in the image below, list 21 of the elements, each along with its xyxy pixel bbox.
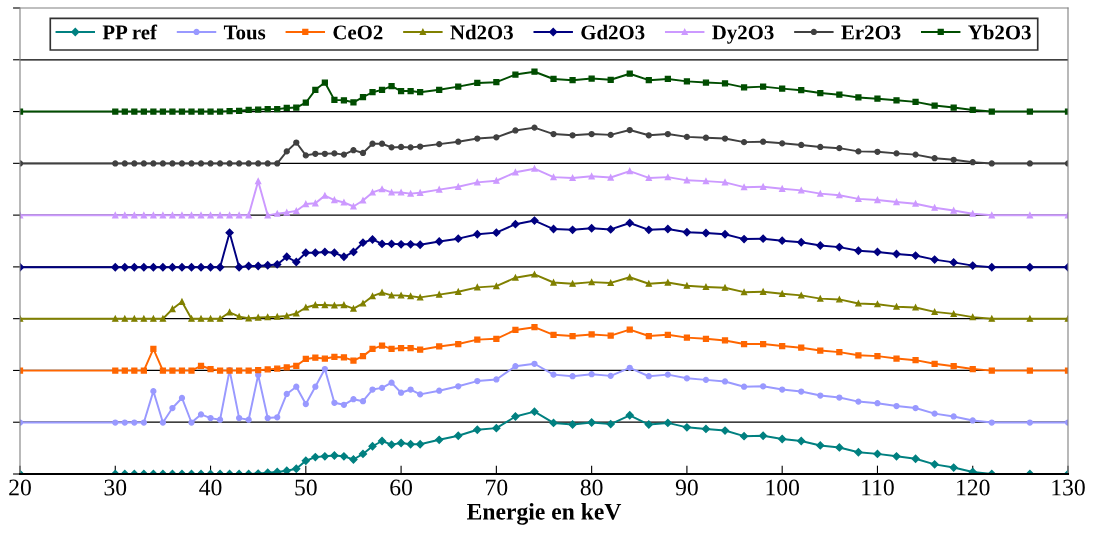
legend-label: Er2O3 <box>841 25 901 40</box>
legend-label: PP ref <box>102 24 158 40</box>
legend-label: Gd2O3 <box>581 24 645 40</box>
x-tick-label: 80 <box>580 479 603 496</box>
x-tick-label: 60 <box>390 479 412 496</box>
x-tick-label: 110 <box>862 479 894 496</box>
x-axis-title: Energie en keV <box>467 503 622 525</box>
x-tick-label: 40 <box>199 479 222 496</box>
x-tick-label: 70 <box>486 479 508 496</box>
x-tick-label: 50 <box>295 479 317 496</box>
x-tick-label: 90 <box>675 479 698 496</box>
x-tick-label: 120 <box>957 479 990 496</box>
legend-label: Nd2O3 <box>450 24 513 40</box>
legend-label: Yb2O3 <box>968 24 1031 40</box>
x-tick-label: 100 <box>766 479 799 496</box>
x-tick-label: 30 <box>104 479 127 496</box>
x-tick-label: 20 <box>9 479 31 496</box>
legend-label: CeO2 <box>333 25 383 40</box>
legend-label: Tous <box>223 25 266 40</box>
x-tick-label: 130 <box>1052 479 1085 496</box>
legend-label: Dy2O3 <box>712 25 774 44</box>
